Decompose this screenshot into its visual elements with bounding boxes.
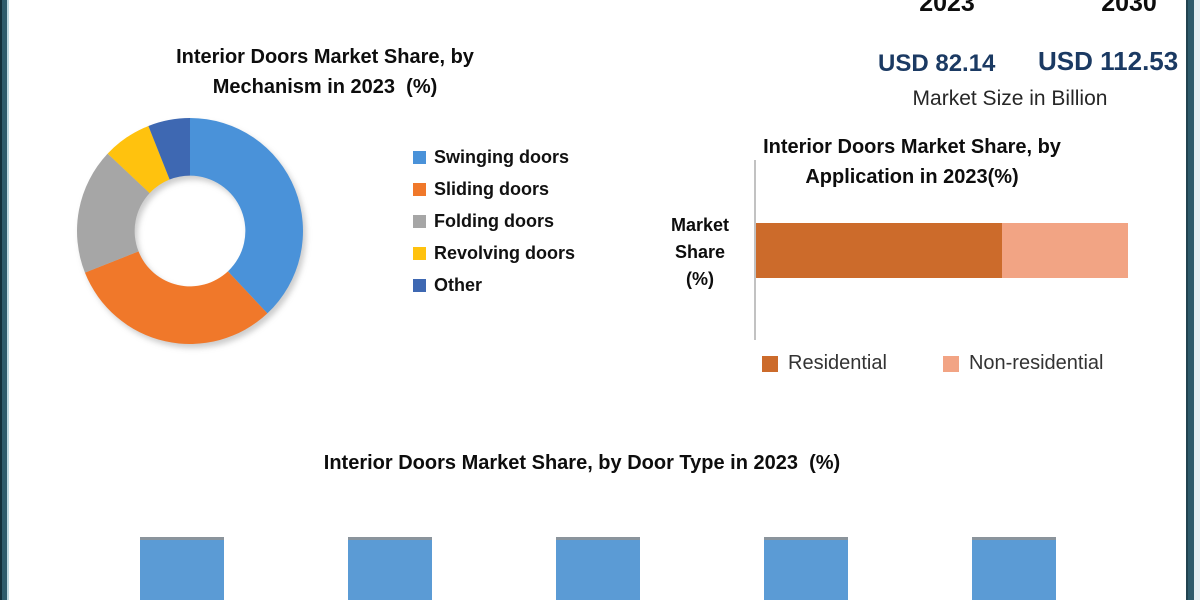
legend-label: Non-residential — [968, 352, 1104, 374]
door-type-chart-title: Interior Doors Market Share, by Door Typ… — [323, 452, 841, 474]
application-chart-y-axis-label: Market Share (%) — [670, 215, 730, 289]
application-chart-title: Interior Doors Market Share, by Applicat… — [737, 132, 1087, 192]
door-type-bar — [140, 537, 224, 600]
door-type-bar — [348, 537, 432, 600]
legend-swatch-icon — [413, 278, 426, 292]
bar-segment-residential — [756, 223, 1002, 278]
legend-label: Residential — [788, 352, 887, 374]
legend-swatch-icon — [413, 150, 426, 164]
mechanism-chart-legend: Swinging doors Sliding doors Folding doors… — [413, 146, 575, 306]
door-type-bar — [972, 537, 1056, 600]
legend-item-non-residential: Non-residential — [942, 352, 1104, 375]
application-chart-y-axis — [754, 160, 756, 340]
legend-item-revolving-doors: Revolving doors — [413, 242, 575, 264]
donut-slice-swinging-doors — [190, 118, 303, 314]
application-chart-legend: Residential Non-residential — [762, 352, 1103, 375]
application-chart-title-line2: Application in 2023(%) — [805, 166, 1019, 188]
legend-swatch-icon — [762, 355, 778, 372]
door-type-bar — [764, 537, 848, 600]
mechanism-donut-chart — [77, 118, 303, 344]
legend-label: Folding doors — [434, 211, 554, 231]
legend-swatch-icon — [413, 214, 426, 228]
market-size-2023-value: USD 82.14 — [878, 50, 996, 77]
mechanism-chart-title-line1: Interior Doors Market Share, by — [176, 46, 474, 68]
door-type-bar — [556, 537, 640, 600]
market-size-caption: Market Size in Billion — [912, 87, 1108, 110]
legend-label: Revolving doors — [434, 243, 576, 263]
mechanism-chart-title: Interior Doors Market Share, by Mechanis… — [130, 42, 520, 102]
legend-item-sliding-doors: Sliding doors — [413, 178, 575, 200]
legend-swatch-icon — [942, 355, 959, 372]
bar-segment-non-residential — [1001, 223, 1128, 278]
donut-slice-revolving-doors — [107, 125, 170, 194]
legend-item-swinging-doors: Swinging doors — [413, 146, 575, 168]
legend-swatch-icon — [413, 182, 426, 196]
right-frame-border-highlight — [1194, 0, 1200, 600]
legend-label: Swinging doors — [434, 147, 569, 167]
donut-slice-other — [148, 118, 190, 180]
legend-label: Other — [434, 275, 483, 295]
year-2030-label: 2030 — [1101, 0, 1157, 17]
right-frame-border — [1186, 0, 1194, 600]
mechanism-chart-title-line2: Mechanism in 2023 (%) — [212, 76, 438, 98]
market-size-2030-value: USD 112.53 — [1038, 46, 1179, 76]
application-stacked-bar — [756, 223, 1128, 278]
donut-slice-folding-doors — [77, 153, 150, 273]
year-2023-label: 2023 — [919, 0, 975, 17]
left-frame-border — [0, 0, 10, 600]
legend-item-other: Other — [413, 274, 575, 296]
legend-label: Sliding doors — [434, 179, 549, 199]
donut-slice-sliding-doors — [84, 251, 268, 344]
application-chart-title-line1: Interior Doors Market Share, by — [763, 136, 1061, 158]
legend-item-residential: Residential — [762, 352, 887, 375]
legend-swatch-icon — [413, 246, 426, 260]
legend-item-folding-doors: Folding doors — [413, 210, 575, 232]
